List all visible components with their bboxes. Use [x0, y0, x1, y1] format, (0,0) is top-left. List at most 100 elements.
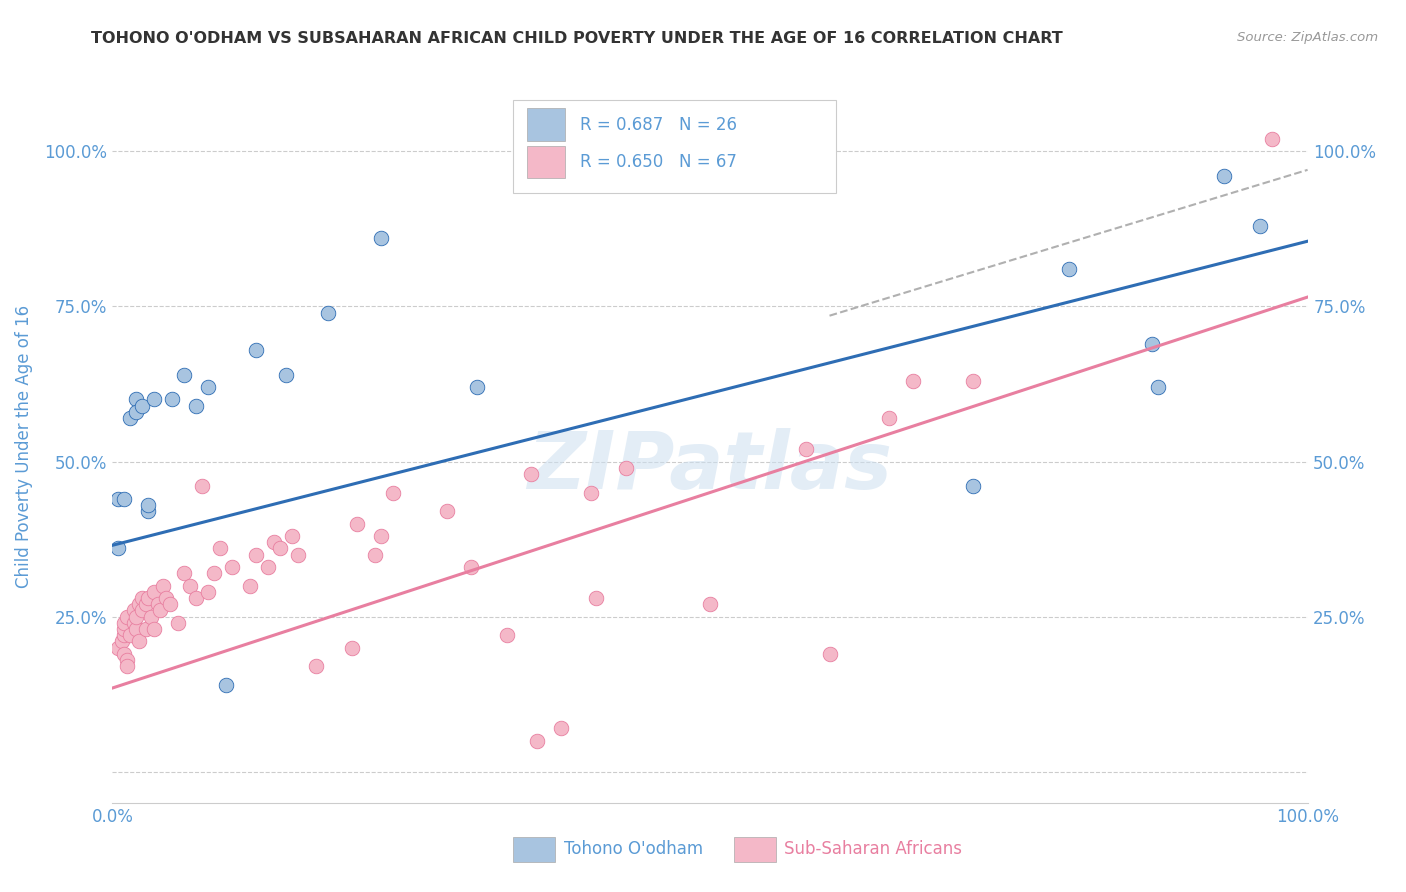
Tohono O'odham [197, 380, 219, 394]
Tohono O'odham [1213, 169, 1236, 183]
Sub-Saharan Africans [197, 584, 219, 599]
Sub-Saharan Africans [125, 609, 148, 624]
Sub-Saharan Africans [526, 733, 548, 747]
Sub-Saharan Africans [1261, 132, 1284, 146]
Sub-Saharan Africans [239, 579, 262, 593]
Text: Sub-Saharan Africans: Sub-Saharan Africans [785, 840, 962, 858]
Sub-Saharan Africans [245, 548, 267, 562]
Sub-Saharan Africans [122, 615, 145, 630]
Sub-Saharan Africans [138, 591, 160, 605]
Tohono O'odham [125, 392, 148, 407]
Sub-Saharan Africans [128, 597, 150, 611]
Tohono O'odham [465, 380, 488, 394]
Sub-Saharan Africans [370, 529, 392, 543]
Text: TOHONO O'ODHAM VS SUBSAHARAN AFRICAN CHILD POVERTY UNDER THE AGE OF 16 CORRELATI: TOHONO O'ODHAM VS SUBSAHARAN AFRICAN CHI… [91, 31, 1063, 46]
Bar [513, 100, 835, 193]
Sub-Saharan Africans [221, 560, 243, 574]
Sub-Saharan Africans [152, 579, 174, 593]
Sub-Saharan Africans [114, 615, 135, 630]
Tohono O'odham [1142, 336, 1164, 351]
Sub-Saharan Africans [115, 609, 138, 624]
Sub-Saharan Africans [122, 603, 145, 617]
Sub-Saharan Africans [962, 374, 984, 388]
Sub-Saharan Africans [257, 560, 280, 574]
Sub-Saharan Africans [699, 597, 721, 611]
Tohono O'odham [1249, 219, 1271, 233]
Sub-Saharan Africans [818, 647, 841, 661]
Sub-Saharan Africans [143, 584, 166, 599]
Sub-Saharan Africans [263, 535, 285, 549]
Tohono O'odham [120, 411, 142, 425]
Sub-Saharan Africans [269, 541, 291, 556]
Tohono O'odham [138, 504, 160, 518]
Sub-Saharan Africans [128, 634, 150, 648]
Sub-Saharan Africans [579, 485, 602, 500]
Sub-Saharan Africans [114, 647, 135, 661]
Sub-Saharan Africans [382, 485, 405, 500]
Sub-Saharan Africans [202, 566, 225, 581]
Tohono O'odham [173, 368, 195, 382]
Sub-Saharan Africans [167, 615, 190, 630]
Tohono O'odham [245, 343, 267, 357]
Text: R = 0.687   N = 26: R = 0.687 N = 26 [579, 116, 737, 134]
Sub-Saharan Africans [125, 622, 148, 636]
Sub-Saharan Africans [436, 504, 458, 518]
Sub-Saharan Africans [173, 566, 195, 581]
Tohono O'odham [962, 479, 984, 493]
Sub-Saharan Africans [179, 579, 201, 593]
Sub-Saharan Africans [135, 622, 157, 636]
Tohono O'odham [162, 392, 183, 407]
Sub-Saharan Africans [120, 628, 142, 642]
Sub-Saharan Africans [149, 603, 172, 617]
Tohono O'odham [143, 392, 166, 407]
Sub-Saharan Africans [139, 609, 162, 624]
Sub-Saharan Africans [460, 560, 482, 574]
Sub-Saharan Africans [903, 374, 925, 388]
Sub-Saharan Africans [143, 622, 166, 636]
Bar [734, 837, 776, 862]
Sub-Saharan Africans [550, 722, 572, 736]
Sub-Saharan Africans [340, 640, 363, 655]
Tohono O'odham [274, 368, 297, 382]
Tohono O'odham [125, 405, 148, 419]
Sub-Saharan Africans [111, 634, 134, 648]
Tohono O'odham [186, 399, 208, 413]
Y-axis label: Child Poverty Under the Age of 16: Child Poverty Under the Age of 16 [15, 304, 32, 588]
Sub-Saharan Africans [159, 597, 181, 611]
Sub-Saharan Africans [135, 597, 157, 611]
Sub-Saharan Africans [287, 548, 309, 562]
Tohono O'odham [107, 491, 129, 506]
Sub-Saharan Africans [114, 628, 135, 642]
Sub-Saharan Africans [364, 548, 387, 562]
Sub-Saharan Africans [305, 659, 328, 673]
Tohono O'odham [1057, 262, 1080, 277]
Sub-Saharan Africans [115, 659, 138, 673]
Tohono O'odham [131, 399, 153, 413]
Text: Source: ZipAtlas.com: Source: ZipAtlas.com [1237, 31, 1378, 45]
Bar [513, 837, 554, 862]
Text: ZIPatlas: ZIPatlas [527, 428, 893, 507]
Tohono O'odham [114, 491, 135, 506]
Tohono O'odham [370, 231, 392, 245]
Sub-Saharan Africans [794, 442, 817, 456]
Sub-Saharan Africans [616, 460, 638, 475]
Sub-Saharan Africans [520, 467, 543, 481]
Sub-Saharan Africans [496, 628, 519, 642]
Tohono O'odham [1147, 380, 1170, 394]
Text: Tohono O'odham: Tohono O'odham [564, 840, 703, 858]
Tohono O'odham [107, 541, 129, 556]
Sub-Saharan Africans [131, 603, 153, 617]
Sub-Saharan Africans [155, 591, 177, 605]
Bar [527, 146, 565, 178]
Tohono O'odham [316, 305, 339, 319]
Sub-Saharan Africans [114, 622, 135, 636]
Sub-Saharan Africans [191, 479, 214, 493]
Sub-Saharan Africans [131, 591, 153, 605]
Bar [527, 109, 565, 141]
Sub-Saharan Africans [281, 529, 304, 543]
Sub-Saharan Africans [209, 541, 232, 556]
Sub-Saharan Africans [585, 591, 607, 605]
Sub-Saharan Africans [107, 640, 129, 655]
Sub-Saharan Africans [146, 597, 169, 611]
Tohono O'odham [138, 498, 160, 512]
